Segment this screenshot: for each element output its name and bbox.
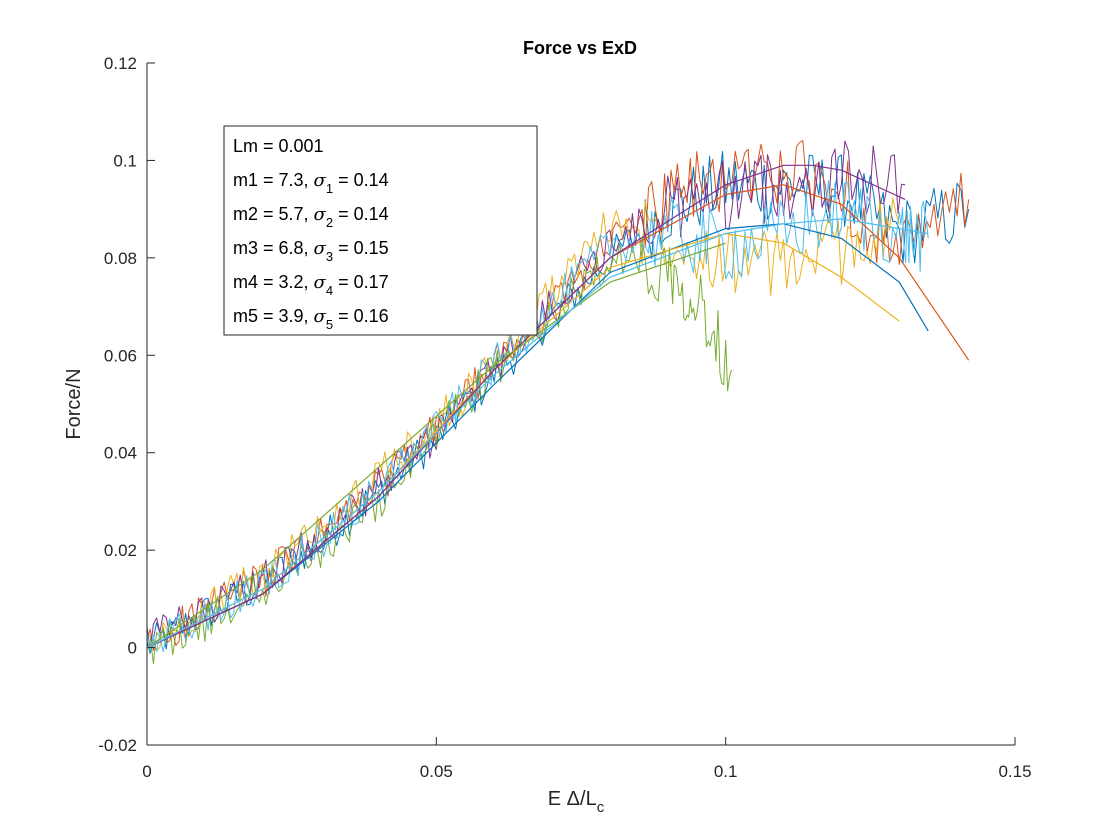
y-tick-label: 0	[128, 639, 137, 658]
annotation-row-prefix: m2 = 5.7,	[233, 204, 314, 224]
annotation-row-value: = 0.17	[333, 272, 389, 292]
x-axis-label: E Δ/Lc	[548, 788, 605, 816]
series-fit-6	[146, 218, 929, 649]
annotation-frame	[223, 125, 538, 336]
y-tick-label: 0.08	[104, 249, 137, 268]
sigma-symbol: σ	[314, 272, 327, 293]
ticks: 0 0.05 0.1 0.15 -0.02 0 0.02 0.04 0.06 0.08 0.1 0.1…	[98, 54, 1031, 781]
chart-title: Force vs ExD	[523, 38, 637, 58]
y-tick-label: 0.12	[104, 54, 137, 73]
plot-lines	[146, 140, 970, 665]
y-tick-label: 0.02	[104, 541, 137, 560]
y-tick-label: -0.02	[98, 736, 137, 755]
annotation-row: m5 = 3.9, σ5 = 0.16	[233, 306, 389, 332]
axes	[146, 63, 1015, 746]
annotation-row-value: = 0.16	[333, 306, 389, 326]
sigma-subscript: 4	[326, 283, 333, 298]
x-axis-label-main: E Δ/L	[548, 788, 597, 810]
annotation-row: m3 = 6.8, σ3 = 0.15	[233, 238, 389, 264]
y-tick-label: 0.04	[104, 444, 137, 463]
annotation-row-prefix: m1 = 7.3,	[233, 170, 314, 190]
series-data-6	[146, 180, 929, 653]
y-tick-label: 0.06	[104, 346, 137, 365]
sigma-subscript: 1	[326, 181, 333, 196]
annotation-row-value: = 0.14	[333, 170, 389, 190]
sigma-symbol: σ	[314, 204, 327, 225]
sigma-subscript: 3	[326, 249, 333, 264]
sigma-subscript: 5	[326, 317, 333, 332]
series-data-5	[146, 236, 732, 665]
annotation-row-value: = 0.15	[333, 238, 389, 258]
annotation-row-prefix: m3 = 6.8,	[233, 238, 314, 258]
sigma-symbol: σ	[314, 306, 327, 327]
annotation-row: m4 = 3.2, σ4 = 0.17	[233, 272, 389, 298]
annotation-row: m1 = 7.3, σ1 = 0.14	[233, 170, 389, 196]
annotation-row-prefix: m4 = 3.2,	[233, 272, 314, 292]
annotation-row-value: = 0.14	[333, 204, 389, 224]
annotation-header: Lm = 0.001	[233, 136, 324, 156]
annotation-row-prefix: m5 = 3.9,	[233, 306, 314, 326]
x-tick-label: 0.15	[998, 762, 1031, 781]
x-tick-label: 0.1	[714, 762, 738, 781]
series-fit-5	[146, 242, 726, 649]
sigma-symbol: σ	[314, 238, 327, 259]
x-tick-label: 0.05	[420, 762, 453, 781]
annotation-row: m2 = 5.7, σ2 = 0.14	[233, 204, 389, 230]
y-tick-label: 0.1	[113, 151, 137, 170]
sigma-subscript: 2	[326, 215, 333, 230]
y-axis-label: Force/N	[63, 368, 85, 439]
series-fit-4	[146, 164, 906, 649]
x-axis-label-subscript: c	[597, 799, 605, 816]
x-tick-label: 0	[142, 762, 151, 781]
sigma-symbol: σ	[314, 170, 327, 191]
